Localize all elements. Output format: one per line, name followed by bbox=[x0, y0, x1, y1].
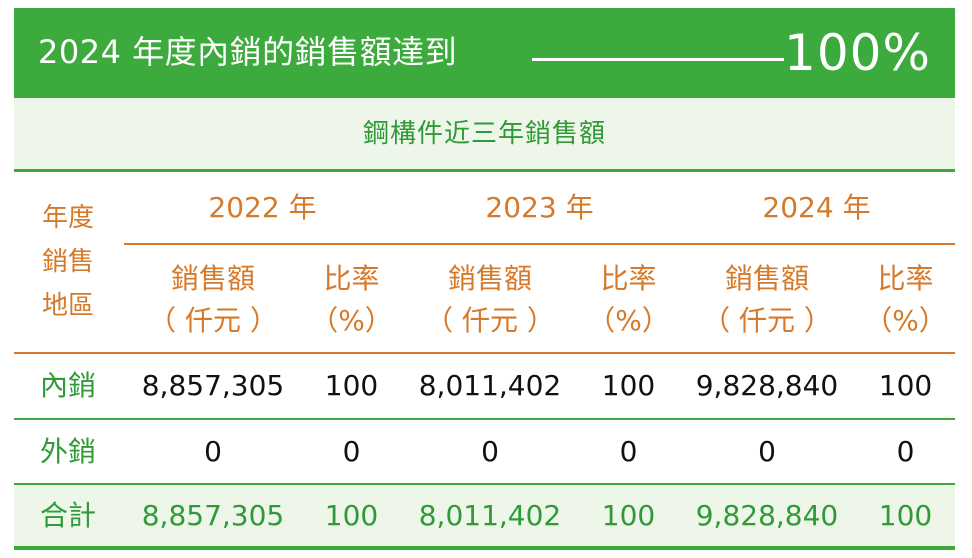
col-header-ratio-2024: 比率 （%） bbox=[856, 258, 955, 342]
region-year-header: 年度 銷售 地區 bbox=[14, 196, 122, 328]
cell-total-ratio-2022: 100 bbox=[324, 499, 379, 532]
row-label-export: 外銷 bbox=[39, 435, 96, 468]
sales-header-label: 銷售額 bbox=[447, 262, 532, 295]
region-header-line3: 地區 bbox=[41, 291, 94, 321]
cell-total-sales-2023: 8,011,402 bbox=[418, 499, 562, 532]
sales-header-label: 銷售額 bbox=[170, 262, 255, 295]
header-percent: 100% bbox=[784, 24, 931, 82]
col-header-sales-2024: 銷售額 （ 仟元 ） bbox=[678, 258, 856, 342]
col-header-sales-2023: 銷售額 （ 仟元 ） bbox=[401, 258, 579, 342]
year-header-divider bbox=[124, 243, 955, 245]
cell-total-sales-2024: 9,828,840 bbox=[695, 499, 839, 532]
cell-domestic-sales-2023: 8,011,402 bbox=[418, 369, 562, 402]
row-divider bbox=[14, 483, 955, 485]
cell-export-ratio-2024: 0 bbox=[896, 435, 915, 468]
region-header-line1: 年度 bbox=[41, 203, 94, 233]
ratio-header-unit: （%） bbox=[864, 304, 947, 337]
sales-header-label: 銷售額 bbox=[724, 262, 809, 295]
row-divider bbox=[14, 418, 955, 420]
sales-header-unit: （ 仟元 ） bbox=[702, 304, 832, 337]
col-header-sales-2022: 銷售額 （ 仟元 ） bbox=[124, 258, 302, 342]
table-subtitle: 鋼構件近三年銷售額 bbox=[14, 98, 955, 170]
sales-header-unit: （ 仟元 ） bbox=[148, 304, 278, 337]
sales-header-unit: （ 仟元 ） bbox=[425, 304, 555, 337]
year-header-2023: 2023 年 bbox=[485, 191, 594, 224]
row-label-total: 合計 bbox=[39, 499, 96, 532]
ratio-header-label: 比率 bbox=[877, 262, 934, 295]
ratio-header-unit: （%） bbox=[587, 304, 670, 337]
cell-total-sales-2022: 8,857,305 bbox=[141, 499, 285, 532]
header-banner: 2024 年度內銷的銷售額達到 100% bbox=[14, 8, 955, 98]
row-label-domestic: 內銷 bbox=[39, 369, 96, 402]
region-header-line2: 銷售 bbox=[41, 247, 94, 277]
year-header-2024: 2024 年 bbox=[762, 191, 871, 224]
header-bottom-divider bbox=[14, 352, 955, 354]
cell-export-ratio-2023: 0 bbox=[619, 435, 638, 468]
col-header-ratio-2022: 比率 （%） bbox=[302, 258, 401, 342]
cell-domestic-ratio-2023: 100 bbox=[601, 369, 656, 402]
cell-domestic-sales-2022: 8,857,305 bbox=[141, 369, 285, 402]
cell-total-ratio-2024: 100 bbox=[878, 499, 933, 532]
cell-domestic-ratio-2022: 100 bbox=[324, 369, 379, 402]
cell-export-sales-2022: 0 bbox=[204, 435, 222, 468]
cell-total-ratio-2023: 100 bbox=[601, 499, 656, 532]
header-title: 2024 年度內銷的銷售額達到 bbox=[38, 33, 458, 71]
ratio-header-label: 比率 bbox=[600, 262, 657, 295]
col-header-ratio-2023: 比率 （%） bbox=[579, 258, 678, 342]
table-bottom-border bbox=[14, 546, 955, 550]
cell-domestic-ratio-2024: 100 bbox=[878, 369, 933, 402]
cell-export-sales-2024: 0 bbox=[758, 435, 776, 468]
year-header-2022: 2022 年 bbox=[208, 191, 317, 224]
cell-export-ratio-2022: 0 bbox=[342, 435, 361, 468]
ratio-header-label: 比率 bbox=[323, 262, 380, 295]
cell-domestic-sales-2024: 9,828,840 bbox=[695, 369, 839, 402]
subtitle-divider bbox=[14, 169, 955, 172]
header-divider bbox=[532, 58, 784, 61]
cell-export-sales-2023: 0 bbox=[481, 435, 499, 468]
ratio-header-unit: （%） bbox=[310, 304, 393, 337]
total-row-background bbox=[14, 485, 955, 547]
